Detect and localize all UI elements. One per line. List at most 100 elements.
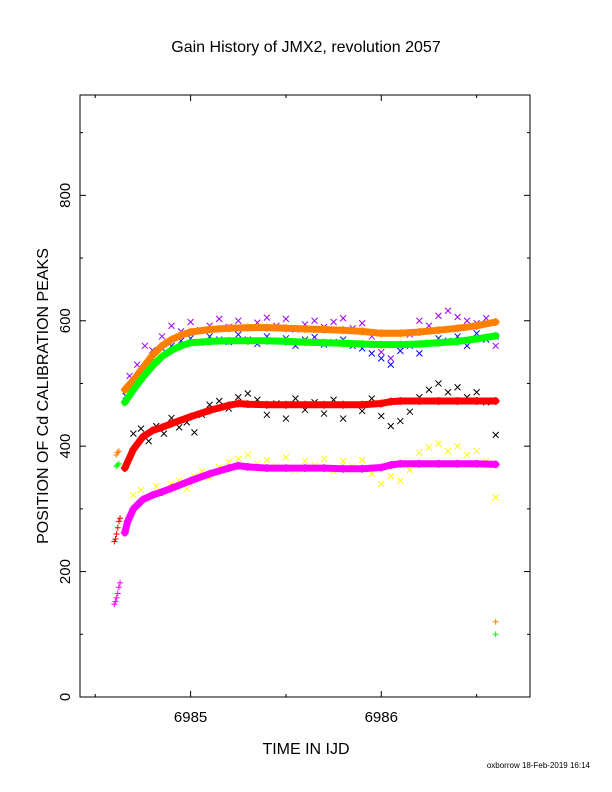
data-point (330, 318, 337, 326)
data-point (186, 328, 195, 337)
data-point (130, 491, 137, 499)
data-point (120, 385, 129, 394)
data-point (377, 399, 386, 408)
data-point (177, 331, 186, 340)
data-point (243, 462, 252, 471)
data-point (148, 426, 157, 435)
data-point (281, 464, 290, 473)
data-point (454, 442, 461, 450)
data-point (234, 455, 242, 463)
data-point (234, 331, 242, 338)
data-point (262, 323, 271, 332)
data-point (387, 361, 395, 368)
data-point (114, 524, 121, 531)
y-tick-label: 400 (57, 434, 74, 459)
data-point (262, 464, 271, 473)
data-point (434, 338, 443, 347)
data-point (463, 451, 471, 459)
data-point (320, 464, 329, 473)
data-point (491, 331, 500, 340)
series-1 (120, 331, 500, 407)
data-point (453, 397, 462, 406)
data-point (263, 411, 271, 419)
data-point (416, 350, 423, 357)
data-point (339, 464, 348, 473)
data-point (205, 337, 214, 346)
data-point (454, 383, 461, 391)
data-point (453, 324, 462, 333)
data-point (281, 400, 290, 409)
data-point (234, 393, 242, 401)
data-point (320, 400, 329, 409)
data-point (112, 598, 119, 605)
data-point (187, 318, 194, 326)
data-point (472, 321, 481, 330)
data-point (387, 422, 395, 430)
data-point (377, 355, 385, 362)
data-point (444, 447, 452, 455)
plot-frame (79, 94, 531, 698)
data-point (434, 326, 443, 335)
data-point (472, 459, 481, 468)
data-point (224, 324, 233, 333)
data-point (406, 466, 414, 474)
data-point (415, 397, 424, 406)
data-point (129, 445, 138, 454)
data-point (358, 464, 367, 473)
data-point (113, 451, 120, 458)
x-tick-label: 6986 (365, 709, 398, 726)
data-point (387, 472, 395, 480)
data-point (435, 440, 442, 448)
data-point (281, 324, 290, 333)
data-point (473, 447, 480, 455)
data-point (377, 329, 386, 338)
data-point (425, 386, 433, 394)
data-point (396, 340, 405, 349)
data-point (301, 338, 309, 347)
data-point (262, 400, 271, 409)
data-point (406, 408, 414, 416)
data-point (186, 338, 195, 347)
data-point (243, 400, 252, 409)
data-point (396, 329, 405, 338)
series-10 (111, 515, 124, 545)
data-point (138, 495, 147, 504)
data-point (205, 406, 214, 415)
data-point (225, 458, 233, 466)
data-point (415, 328, 424, 337)
data-point (311, 317, 318, 325)
data-point (114, 449, 121, 456)
series-6 (130, 380, 500, 445)
data-point (425, 444, 433, 451)
data-point (157, 352, 166, 361)
series-11 (111, 579, 124, 608)
y-tick-label: 200 (57, 559, 74, 584)
data-point (387, 355, 395, 362)
data-point (115, 518, 122, 525)
ticks-layer: 0 200 400 600 800 6985 6986 (57, 95, 530, 726)
data-point (114, 590, 121, 597)
data-point (320, 325, 329, 334)
data-point (145, 437, 152, 445)
data-point (492, 431, 500, 439)
data-point (158, 333, 166, 340)
data-point (168, 322, 175, 330)
data-point (377, 463, 386, 472)
x-axis-label: TIME IN IJD (262, 741, 349, 758)
data-point (186, 476, 195, 485)
data-point (167, 346, 176, 355)
data-point (117, 579, 124, 586)
data-point (224, 464, 233, 473)
data-point (262, 336, 271, 345)
series-8 (113, 448, 499, 625)
data-point (120, 528, 129, 537)
data-point (320, 455, 328, 463)
data-point (453, 337, 462, 346)
data-point (435, 312, 442, 320)
data-point (137, 425, 145, 432)
data-point (416, 317, 423, 325)
data-point (415, 339, 424, 348)
data-point (113, 594, 120, 601)
data-point (244, 390, 252, 397)
